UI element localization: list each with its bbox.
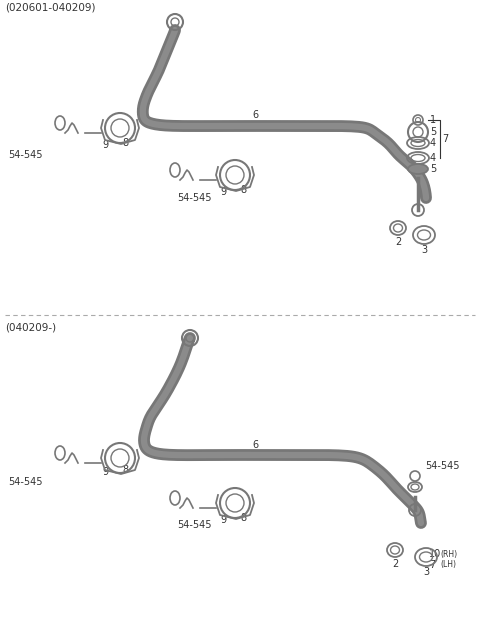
Text: (020601-040209): (020601-040209) [5, 3, 96, 13]
Text: 8: 8 [240, 513, 246, 523]
Text: 7: 7 [442, 134, 448, 144]
Text: 1: 1 [430, 115, 436, 125]
Text: 54-545: 54-545 [425, 461, 459, 471]
Text: 9: 9 [102, 467, 108, 477]
Text: 3: 3 [423, 567, 429, 577]
Text: 54-545: 54-545 [177, 193, 212, 203]
Text: 54-545: 54-545 [8, 477, 43, 487]
Text: 3: 3 [421, 245, 427, 255]
Text: 6: 6 [252, 440, 258, 450]
Text: 8: 8 [240, 185, 246, 195]
Ellipse shape [408, 164, 428, 174]
Text: (LH): (LH) [440, 561, 456, 569]
Text: (040209-): (040209-) [5, 323, 56, 333]
Text: 4: 4 [430, 153, 436, 163]
Text: 5: 5 [430, 164, 436, 174]
Text: 54-545: 54-545 [177, 520, 212, 530]
Text: 8: 8 [122, 465, 128, 475]
Text: (RH): (RH) [440, 549, 457, 558]
Text: 2: 2 [392, 559, 398, 569]
Text: 2: 2 [395, 237, 401, 247]
Text: 9: 9 [220, 187, 226, 197]
Text: 7: 7 [429, 560, 435, 570]
Text: 5: 5 [430, 127, 436, 137]
Text: 9: 9 [102, 140, 108, 150]
Text: 10: 10 [429, 549, 441, 559]
Text: 9: 9 [220, 515, 226, 525]
Text: 6: 6 [252, 110, 258, 120]
Text: 54-545: 54-545 [8, 150, 43, 160]
Text: 8: 8 [122, 138, 128, 148]
Text: 4: 4 [430, 138, 436, 148]
